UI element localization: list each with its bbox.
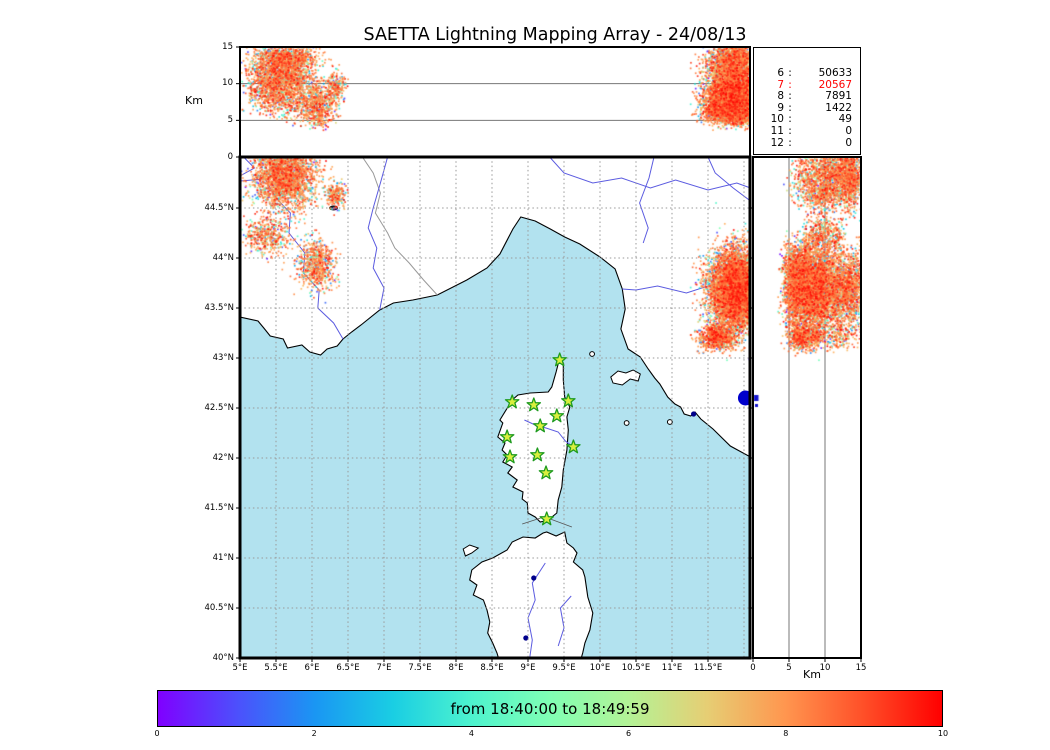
count-key: 11 (770, 124, 784, 137)
longitude-tick-label: 5.5°E (264, 663, 288, 673)
colorbar-tick-label: 8 (783, 729, 789, 738)
longitude-tick-label: 10.5°E (621, 663, 651, 673)
longitude-tick-label: 11.5°E (693, 663, 723, 673)
colorbar-time-range-label: from 18:40:00 to 18:49:59 (450, 699, 650, 718)
latitude-tick-label: 43.5°N (204, 302, 234, 313)
source-count-row: 11:0 (754, 124, 860, 138)
count-value: 50633 (818, 67, 852, 79)
source-count-row: 10:49 (754, 114, 860, 126)
count-value: 1422 (825, 101, 852, 114)
source-count-row: 8:7891 (754, 91, 860, 103)
colorbar-tick-label: 6 (626, 729, 632, 738)
right-panel-altitude-tick-label: 15 (855, 663, 867, 673)
latitude-tick-label: 42.5°N (204, 402, 234, 413)
top-panel-frame (239, 46, 751, 158)
colorbar-tick-label: 0 (154, 729, 160, 738)
longitude-tick-label: 11°E (661, 663, 683, 673)
colorbar-tick-label: 2 (311, 729, 317, 738)
right-panel-frame (752, 156, 862, 659)
count-key: 7 (777, 78, 784, 91)
longitude-tick-label: 10°E (589, 663, 611, 673)
count-value: 7891 (825, 90, 852, 103)
count-value: 20567 (818, 78, 852, 91)
latitude-tick-label: 41°N (212, 552, 234, 563)
count-value: 0 (845, 136, 852, 149)
latitude-tick-label: 44°N (212, 252, 234, 263)
longitude-tick-label: 6°E (304, 663, 320, 673)
time-colorbar: from 18:40:00 to 18:49:59 (157, 690, 943, 727)
source-count-legend: 6:50633 7:20567 8:7891 9:1422 10:49 11:0 12:0 (753, 47, 861, 155)
right-panel-altitude-tick-label: 0 (750, 663, 756, 673)
source-count-row: 12:0 (754, 136, 860, 150)
longitude-tick-label: 7°E (376, 663, 392, 673)
map-scatter-canvas (240, 157, 750, 658)
longitude-tick-label: 9.5°E (552, 663, 576, 673)
page-title: SAETTA Lightning Mapping Array - 24/08/1… (363, 25, 747, 45)
altitude-longitude-scatter-canvas (240, 47, 750, 157)
longitude-tick-label: 8°E (448, 663, 464, 673)
latitude-tick-label: 43°N (212, 352, 234, 363)
latitude-tick-label: 41.5°N (204, 502, 234, 513)
count-key: 10 (770, 113, 784, 126)
latitude-tick-label: 42°N (212, 452, 234, 463)
source-count-row: 7:20567 (754, 78, 860, 92)
count-key: 12 (770, 136, 784, 149)
top-panel-altitude-tick-label: 15 (222, 41, 233, 52)
top-panel-altitude-tick-label: 0 (227, 151, 233, 162)
count-key: 9 (777, 101, 784, 114)
latitude-tick-label: 40.5°N (204, 602, 234, 613)
longitude-tick-label: 7.5°E (408, 663, 432, 673)
right-panel-altitude-tick-label: 10 (819, 663, 831, 673)
longitude-tick-label: 8.5°E (480, 663, 504, 673)
count-key: 8 (777, 90, 784, 103)
latitude-tick-label: 40°N (212, 652, 234, 663)
colorbar-tick-label: 10 (937, 729, 949, 738)
longitude-tick-label: 6.5°E (336, 663, 360, 673)
latitude-tick-label: 44.5°N (204, 202, 234, 213)
longitude-tick-label: 5°E (232, 663, 248, 673)
top-panel-altitude-tick-label: 5 (227, 114, 233, 125)
map-panel-frame (238, 155, 752, 660)
top-panel-altitude-axis-label: Km (185, 94, 203, 107)
altitude-latitude-scatter-canvas (753, 157, 861, 658)
top-panel-altitude-tick-label: 10 (222, 78, 233, 89)
right-panel-altitude-tick-label: 5 (786, 663, 792, 673)
source-count-row: 9:1422 (754, 101, 860, 115)
longitude-tick-label: 9°E (520, 663, 536, 673)
right-panel-altitude-axis-label: Km (803, 668, 821, 681)
colorbar-tick-label: 4 (468, 729, 474, 738)
source-count-row: 6:50633 (754, 67, 860, 80)
count-value: 49 (838, 113, 852, 126)
count-value: 0 (845, 124, 852, 137)
count-key: 6 (777, 67, 784, 79)
